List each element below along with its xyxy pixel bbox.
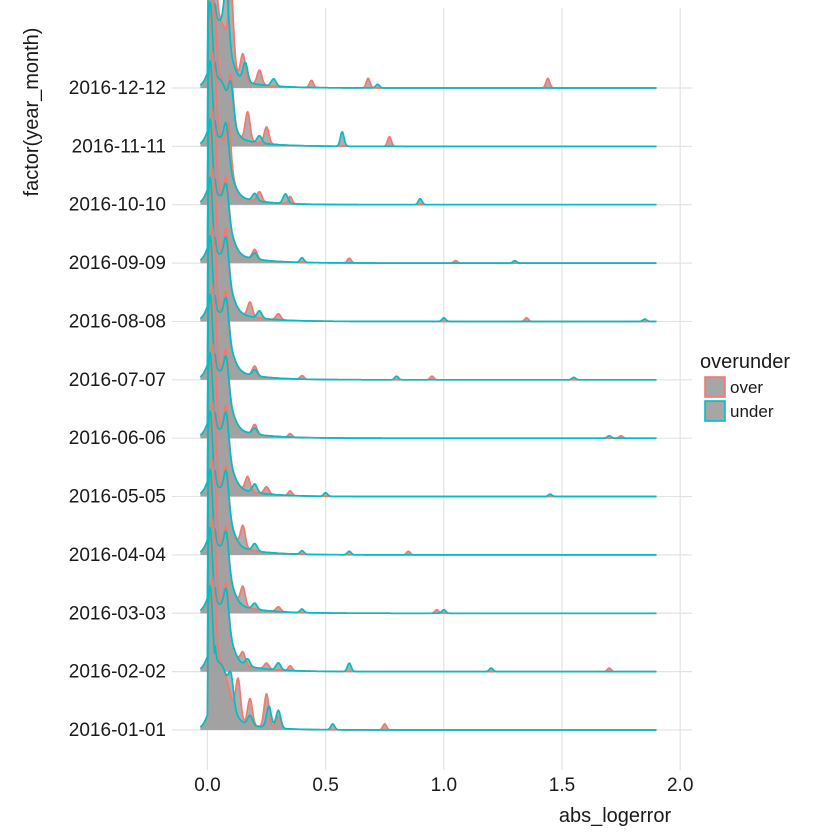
ridge-2016-07-07 (172, 226, 692, 381)
density-line-under (199, 0, 657, 89)
density-line-under (199, 59, 657, 206)
density-line-over (199, 168, 657, 323)
density-line-over (199, 0, 657, 148)
density-line-under (199, 1, 657, 148)
y-tick-label: 2016-11-11 (72, 136, 166, 157)
y-tick-label: 2016-12-12 (69, 78, 166, 99)
x-axis-title: abs_logerror (559, 805, 672, 827)
y-tick-label: 2016-02-02 (69, 662, 166, 683)
density-line-under (199, 410, 657, 556)
ridge-2016-08-08 (172, 168, 692, 323)
ridge-2016-04-04 (172, 401, 692, 556)
y-tick-label: 2016-08-08 (69, 311, 166, 332)
y-tick-label: 2016-04-04 (69, 545, 167, 566)
ridge-2016-09-09 (172, 109, 692, 264)
density-line-over (199, 226, 657, 381)
density-line-over (199, 460, 657, 615)
density-line-under (199, 118, 657, 264)
ridges (172, 0, 692, 731)
density-area-over (200, 460, 657, 614)
density-line-over (199, 518, 657, 673)
density-area-under (200, 527, 657, 672)
ridge-2016-02-02 (172, 518, 692, 673)
x-tick-labels: 0.0 0.5 1.0 1.5 2.0 (194, 775, 693, 796)
x-tick-label: 0.5 (312, 775, 338, 796)
y-tick-label: 2016-03-03 (69, 603, 166, 624)
ridge-2016-12-12 (172, 0, 692, 89)
y-tick-label: 2016-07-07 (69, 370, 166, 391)
ridge-2016-10-10 (172, 51, 692, 206)
y-tick-label: 2016-05-05 (69, 487, 166, 508)
ridge-2016-01-01 (172, 576, 692, 731)
y-tick-label: 2016-06-06 (69, 428, 166, 449)
density-area-under (200, 0, 657, 88)
density-line-over (199, 285, 657, 440)
density-line-over (199, 0, 657, 89)
density-area-over (200, 52, 657, 205)
y-tick-labels: 2016-12-12 2016-11-11 2016-10-10 2016-09-09… (69, 78, 167, 741)
density-line-under (199, 235, 657, 381)
x-tick-label: 1.5 (549, 775, 575, 796)
ridge-2016-11-11 (172, 0, 692, 148)
density-area-under (200, 235, 657, 380)
y-tick-label: 2016-10-10 (69, 195, 166, 216)
ridge-2016-06-06 (172, 285, 692, 440)
x-tick-label: 2.0 (667, 775, 693, 796)
y-tick-label: 2016-09-09 (69, 253, 166, 274)
legend-label-under: under (730, 402, 774, 421)
density-area-under (200, 2, 657, 147)
y-axis-title: factor(year_month) (21, 28, 43, 197)
density-area-over (200, 519, 657, 672)
legend: overunder over under (700, 351, 790, 422)
density-area-over (200, 344, 657, 497)
density-line-under (199, 585, 657, 731)
density-area-under (200, 294, 657, 439)
density-area-over (200, 169, 657, 322)
legend-key-over (704, 376, 726, 398)
density-area-over (200, 227, 657, 380)
density-line-under (199, 351, 657, 498)
x-tick-label: 1.0 (431, 775, 457, 796)
legend-key-under (704, 400, 726, 422)
density-line-over (199, 343, 657, 498)
density-line-over (199, 51, 657, 206)
density-area-under (200, 352, 657, 497)
legend-title: overunder (700, 351, 790, 373)
x-tick-label: 0.0 (194, 775, 220, 796)
density-area-over (200, 0, 657, 88)
density-area-under (200, 411, 657, 555)
density-area-under (200, 177, 657, 322)
x-gridlines (206, 8, 681, 770)
density-area-over (200, 0, 657, 147)
density-line-under (199, 176, 657, 323)
density-line-under (199, 293, 657, 440)
density-area-over (200, 402, 657, 555)
ridge-2016-03-03 (172, 460, 692, 615)
density-area-over (200, 285, 657, 439)
y-tick-label: 2016-01-01 (69, 720, 166, 741)
density-line-under (199, 526, 657, 673)
density-line-over (199, 401, 657, 556)
density-line-under (199, 468, 657, 615)
legend-label-over: over (730, 378, 763, 397)
ridge-2016-05-05 (172, 343, 692, 498)
